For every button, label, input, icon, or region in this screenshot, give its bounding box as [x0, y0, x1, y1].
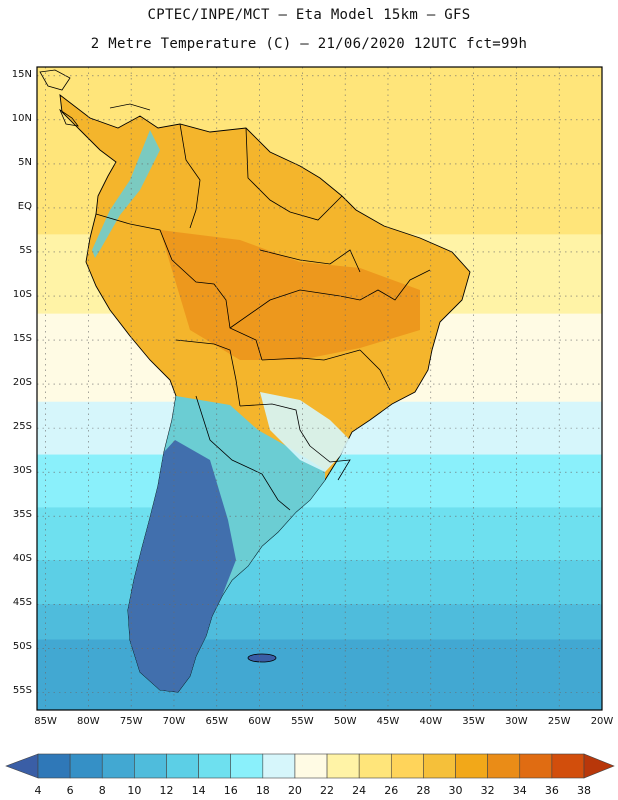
- colorbar-tick-label: 38: [577, 784, 591, 797]
- colorbar-segment: [326, 753, 360, 779]
- longitude-label: 35W: [462, 716, 485, 727]
- colorbar-segment: [230, 753, 264, 779]
- colorbar-tick-label: 18: [255, 784, 270, 797]
- colorbar-tick-label: 4: [34, 784, 42, 797]
- ocean-temperature-band: [37, 604, 602, 641]
- lat-lon-grid: [37, 67, 603, 710]
- colorbar-segment: [294, 753, 328, 779]
- longitude-label: 75W: [119, 716, 143, 727]
- latitude-label: 15N: [11, 68, 32, 80]
- temperature-colorbar: [5, 753, 615, 779]
- colorbar-tick-label: 32: [480, 784, 495, 797]
- mild-zone-uruguay: [260, 392, 350, 472]
- cold-zone-patagonia: [128, 440, 236, 692]
- colorbar-tick-label: 14: [191, 784, 206, 797]
- latitude-label: 5N: [18, 156, 32, 168]
- colorbar-segment: [455, 753, 488, 779]
- map-frame: [36, 66, 603, 711]
- longitude-label: 50W: [333, 716, 357, 727]
- ocean-temperature-band: [37, 507, 602, 561]
- colorbar-tick-label: 6: [66, 784, 74, 797]
- longitude-label: 80W: [77, 716, 100, 727]
- colorbar-segment: [198, 753, 232, 779]
- colorbar-tick-label: 30: [448, 784, 463, 797]
- falkland-islands: [247, 653, 277, 663]
- colorbar-left-arrow: [5, 753, 39, 779]
- longitude-label: 85W: [34, 716, 57, 727]
- latitude-label: 20S: [12, 377, 32, 389]
- colorbar-segment: [101, 753, 135, 779]
- colorbar-tick-label: 24: [352, 784, 367, 797]
- colorbar-segment: [390, 753, 424, 779]
- colorbar-segment: [358, 753, 392, 779]
- colorbar-tick-label: 8: [98, 784, 106, 797]
- map-subtitle: 2 Metre Temperature (C) – 21/06/2020 12U…: [90, 36, 528, 52]
- longitude-label: 25W: [547, 716, 571, 727]
- colorbar-right-arrow: [583, 753, 615, 779]
- colorbar-tick-label: 16: [223, 784, 238, 797]
- colorbar-tick-label: 36: [544, 784, 559, 797]
- andes-cool-strip: [92, 130, 160, 258]
- hot-zone-interior: [160, 230, 420, 360]
- latitude-label: 5S: [19, 244, 32, 256]
- latitude-label: 30S: [12, 465, 32, 477]
- latitude-label: EQ: [17, 200, 32, 212]
- longitude-label: 45W: [376, 716, 400, 727]
- colorbar-tick-label: 20: [287, 784, 302, 797]
- colorbar-tick-label: 10: [127, 784, 142, 797]
- latitude-label: 35S: [12, 509, 32, 521]
- colorbar-segment: [519, 753, 553, 779]
- latitude-label: 15S: [12, 333, 32, 345]
- colorbar-segment: [69, 753, 103, 779]
- longitude-label: 60W: [248, 716, 271, 727]
- colorbar-segment: [487, 753, 521, 779]
- latitude-label: 55S: [12, 685, 32, 697]
- colorbar-tick-label: 22: [320, 784, 335, 797]
- colorbar-segment: [423, 753, 456, 779]
- longitude-label: 55W: [291, 716, 314, 727]
- caribbean-outline: [39, 69, 151, 127]
- map-title: CPTEC/INPE/MCT – Eta Model 15km – GFS: [147, 7, 471, 23]
- latitude-label: 10N: [11, 112, 32, 124]
- latitude-label: 25S: [12, 421, 32, 433]
- longitude-label: 40W: [419, 716, 443, 727]
- colorbar-segment: [551, 753, 585, 779]
- colorbar-tick-label: 28: [416, 784, 431, 797]
- longitude-label: 30W: [505, 716, 528, 727]
- colorbar-segment: [166, 753, 199, 779]
- colorbar-segment: [134, 753, 167, 779]
- ocean-temperature-band: [37, 560, 602, 605]
- colorbar-segment: [37, 753, 71, 779]
- colorbar-segment: [262, 753, 296, 779]
- latitude-label: 50S: [12, 641, 32, 653]
- ocean-temperature-band: [37, 639, 602, 710]
- longitude-label: 65W: [205, 716, 229, 727]
- colorbar-tick-label: 34: [512, 784, 527, 797]
- colorbar-tick-label: 12: [159, 784, 174, 797]
- colorbar-tick-label: 26: [384, 784, 399, 797]
- country-borders: [95, 123, 431, 511]
- longitude-label: 20W: [590, 716, 614, 727]
- latitude-label: 40S: [12, 553, 32, 565]
- latitude-label: 45S: [12, 597, 32, 609]
- longitude-label: 70W: [162, 716, 186, 727]
- latitude-label: 10S: [12, 289, 32, 300]
